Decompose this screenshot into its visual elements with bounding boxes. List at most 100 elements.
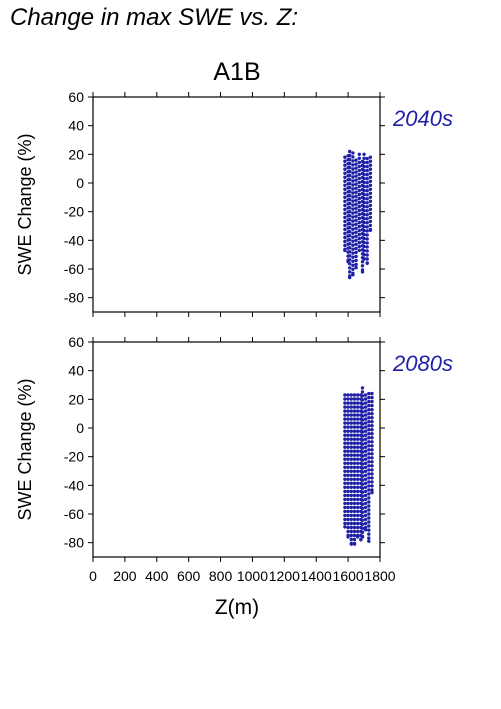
data-point <box>343 489 347 494</box>
data-point <box>349 477 353 481</box>
x-axis-label: Z(m) <box>215 596 259 619</box>
data-point <box>354 214 358 218</box>
data-point <box>363 393 368 397</box>
data-point <box>367 484 371 488</box>
data-point <box>370 428 374 432</box>
data-point <box>346 485 350 489</box>
data-point <box>348 169 352 174</box>
data-point <box>352 493 357 498</box>
data-point <box>346 497 350 502</box>
data-point <box>343 187 347 191</box>
data-point <box>368 163 373 167</box>
data-point <box>357 176 361 181</box>
data-point <box>365 165 369 169</box>
data-point <box>357 204 361 209</box>
data-point <box>360 474 365 478</box>
data-point <box>357 228 361 233</box>
data-point <box>357 216 361 221</box>
data-point <box>363 421 368 425</box>
data-point <box>352 501 357 506</box>
y-tick-label: 60 <box>68 334 84 350</box>
data-point <box>360 470 365 474</box>
data-point <box>365 257 369 261</box>
data-point <box>349 401 353 405</box>
data-point <box>349 453 353 457</box>
x-tick-label: 1400 <box>301 568 332 584</box>
data-point <box>367 468 371 472</box>
data-point <box>363 433 368 437</box>
data-point <box>357 184 361 189</box>
data-point <box>363 521 368 526</box>
data-point <box>343 405 347 409</box>
data-point <box>367 532 371 536</box>
data-point <box>357 224 361 229</box>
data-point <box>348 185 352 190</box>
data-point <box>346 529 350 534</box>
data-point <box>360 530 365 534</box>
data-point <box>363 501 368 506</box>
data-point <box>343 243 347 248</box>
data-point <box>343 409 347 413</box>
data-point <box>363 497 368 502</box>
data-point <box>352 457 357 461</box>
data-point <box>346 461 350 465</box>
data-point <box>356 417 360 421</box>
data-point <box>360 498 365 502</box>
data-point <box>346 401 350 405</box>
data-point <box>367 391 371 396</box>
data-point <box>370 476 374 480</box>
data-point <box>356 477 360 481</box>
data-point <box>360 398 365 402</box>
data-point <box>363 413 368 417</box>
data-point <box>349 413 353 417</box>
data-point <box>362 236 366 241</box>
panel-label: 2040s <box>392 106 453 131</box>
y-tick-label: -80 <box>64 535 84 551</box>
data-point <box>357 208 361 213</box>
data-point <box>360 510 365 514</box>
data-point <box>346 409 350 413</box>
data-point <box>363 493 368 498</box>
data-point <box>349 461 353 465</box>
data-point <box>360 422 365 426</box>
data-point <box>360 386 365 390</box>
y-tick-label: 40 <box>68 363 84 379</box>
data-point <box>367 408 371 412</box>
data-point <box>352 529 357 534</box>
y-tick-label: 0 <box>76 420 84 436</box>
data-point <box>360 406 365 410</box>
data-point <box>352 425 357 429</box>
data-point <box>363 445 368 449</box>
data-point <box>343 497 347 502</box>
data-point <box>351 203 355 207</box>
data-point <box>360 270 365 274</box>
data-point <box>351 263 355 267</box>
data-point <box>360 482 365 486</box>
y-tick-label: 20 <box>68 391 84 407</box>
data-point <box>343 521 347 526</box>
data-point <box>370 416 374 420</box>
data-point <box>343 449 347 453</box>
data-point <box>349 425 353 429</box>
data-point <box>343 171 347 175</box>
data-point <box>349 529 353 534</box>
figure-suptitle: Change in max SWE vs. Z: <box>10 4 299 31</box>
data-point <box>343 461 347 465</box>
data-point <box>349 437 353 441</box>
data-point <box>356 433 360 437</box>
data-point <box>346 505 350 510</box>
data-point <box>348 254 352 258</box>
data-point <box>351 175 355 179</box>
data-point <box>348 214 352 218</box>
data-point <box>360 494 365 498</box>
data-point <box>356 441 360 445</box>
data-point <box>356 425 360 429</box>
data-point <box>349 417 353 421</box>
data-point <box>356 449 360 453</box>
data-point <box>351 239 355 243</box>
data-point <box>349 445 353 449</box>
data-point <box>363 449 368 453</box>
data-point <box>367 508 371 512</box>
data-point <box>370 444 374 448</box>
data-point <box>352 441 357 445</box>
